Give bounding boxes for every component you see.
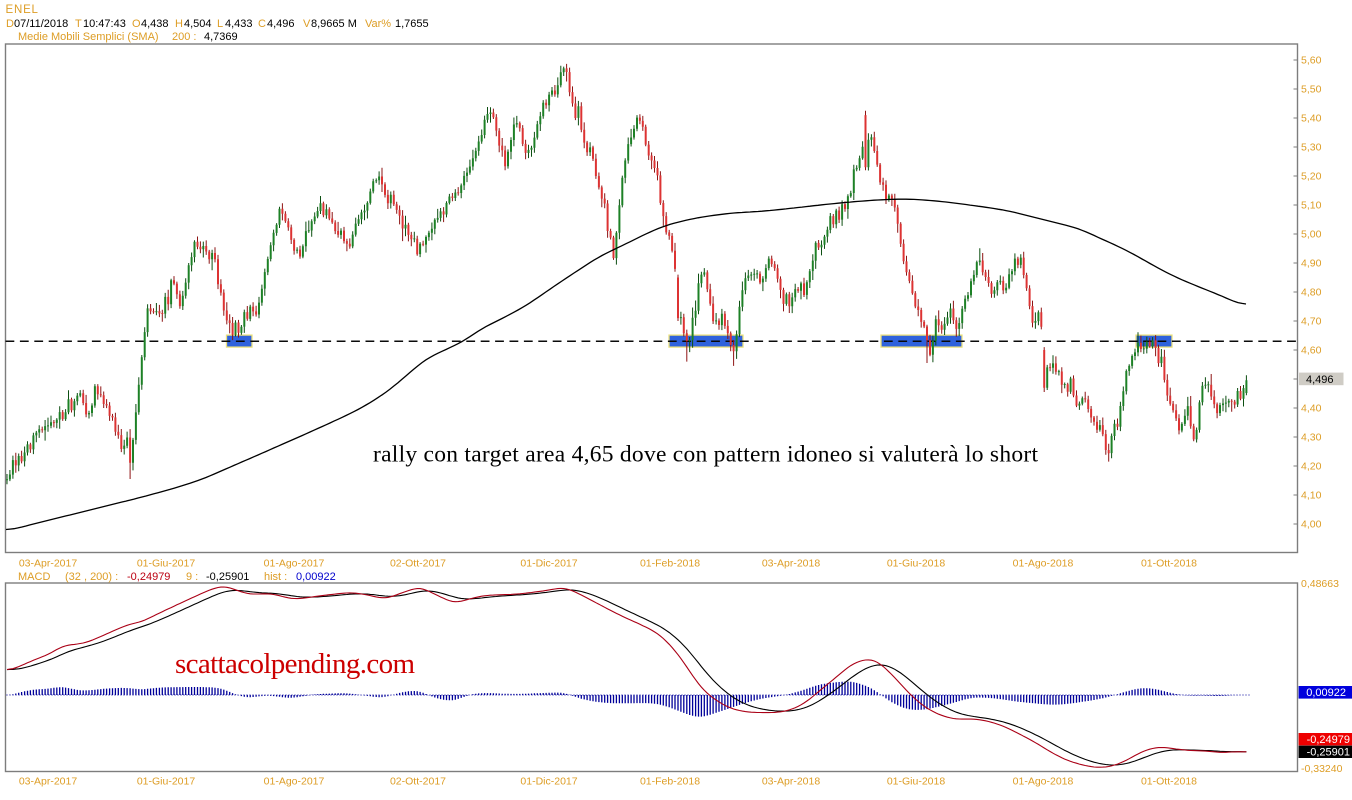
svg-text:01-Feb-2018: 01-Feb-2018 — [640, 776, 700, 788]
svg-text:4,496: 4,496 — [1306, 374, 1334, 386]
svg-text:8,9665 M: 8,9665 M — [311, 18, 357, 30]
svg-text:4,10: 4,10 — [1301, 490, 1322, 502]
svg-text:-0,33240: -0,33240 — [1301, 763, 1343, 775]
svg-text:5,60: 5,60 — [1301, 55, 1322, 67]
svg-text:D: D — [6, 18, 14, 30]
svg-text:ENEL: ENEL — [6, 4, 39, 16]
svg-text:01-Feb-2018: 01-Feb-2018 — [640, 558, 700, 570]
svg-text:4,7369: 4,7369 — [204, 31, 238, 43]
svg-text:07/11/2018: 07/11/2018 — [14, 18, 68, 30]
svg-text:4,433: 4,433 — [225, 18, 253, 30]
svg-text:4,40: 4,40 — [1301, 403, 1322, 415]
svg-text:01-Ago-2018: 01-Ago-2018 — [1013, 558, 1074, 570]
svg-text:4,438: 4,438 — [141, 18, 169, 30]
svg-text:0,00922: 0,00922 — [1306, 687, 1346, 699]
svg-text:5,50: 5,50 — [1301, 84, 1322, 96]
svg-text:01-Ago-2017: 01-Ago-2017 — [264, 558, 325, 570]
svg-text:10:47:43: 10:47:43 — [83, 18, 126, 30]
svg-text:4,30: 4,30 — [1301, 432, 1322, 444]
svg-text:MACD: MACD — [18, 571, 50, 583]
svg-text:4,90: 4,90 — [1301, 258, 1322, 270]
svg-text:01-Giu-2018: 01-Giu-2018 — [887, 776, 946, 788]
svg-text:5,40: 5,40 — [1301, 113, 1322, 125]
svg-text:V: V — [303, 18, 311, 30]
svg-text:4,70: 4,70 — [1301, 316, 1322, 328]
svg-text:01-Ago-2017: 01-Ago-2017 — [264, 776, 325, 788]
svg-text:-0,25901: -0,25901 — [1307, 747, 1350, 759]
svg-text:01-Giu-2017: 01-Giu-2017 — [137, 558, 196, 570]
svg-text:01-Ago-2018: 01-Ago-2018 — [1013, 776, 1074, 788]
svg-text:4,20: 4,20 — [1301, 461, 1322, 473]
svg-text:O: O — [132, 18, 141, 30]
svg-text:(32 , 200) :: (32 , 200) : — [65, 571, 118, 583]
svg-text:4,60: 4,60 — [1301, 345, 1322, 357]
svg-text:9 :: 9 : — [186, 571, 198, 583]
svg-text:hist :: hist : — [264, 571, 287, 583]
svg-text:4,504: 4,504 — [184, 18, 212, 30]
svg-text:03-Apr-2017: 03-Apr-2017 — [19, 558, 78, 570]
svg-text:Medie Mobili Semplici (SMA): Medie Mobili Semplici (SMA) — [18, 31, 159, 43]
svg-text:0,00922: 0,00922 — [296, 571, 336, 583]
svg-text:4,496: 4,496 — [267, 18, 295, 30]
svg-text:4,00: 4,00 — [1301, 519, 1322, 531]
svg-text:1,7655: 1,7655 — [395, 18, 429, 30]
svg-text:4,80: 4,80 — [1301, 287, 1322, 299]
svg-text:scattacolpending.com: scattacolpending.com — [175, 648, 415, 680]
svg-text:5,00: 5,00 — [1301, 229, 1322, 241]
svg-text:rally con target area 4,65 dov: rally con target area 4,65 dove con patt… — [373, 442, 1038, 468]
svg-text:03-Apr-2018: 03-Apr-2018 — [762, 776, 821, 788]
svg-text:-0,25901: -0,25901 — [206, 571, 249, 583]
svg-text:5,20: 5,20 — [1301, 171, 1322, 183]
svg-text:5,10: 5,10 — [1301, 200, 1322, 212]
svg-text:01-Ott-2018: 01-Ott-2018 — [1141, 558, 1197, 570]
svg-text:03-Apr-2018: 03-Apr-2018 — [762, 558, 821, 570]
svg-text:03-Apr-2017: 03-Apr-2017 — [19, 776, 78, 788]
svg-text:-0,24979: -0,24979 — [127, 571, 170, 583]
svg-text:Var%: Var% — [365, 18, 391, 30]
svg-text:01-Dic-2017: 01-Dic-2017 — [520, 558, 577, 570]
svg-text:-0,24979: -0,24979 — [1307, 734, 1350, 746]
svg-text:5,30: 5,30 — [1301, 142, 1322, 154]
svg-text:C: C — [258, 18, 266, 30]
svg-text:200 :: 200 : — [172, 31, 196, 43]
svg-text:01-Dic-2017: 01-Dic-2017 — [520, 776, 577, 788]
svg-text:L: L — [217, 18, 223, 30]
svg-text:02-Ott-2017: 02-Ott-2017 — [390, 558, 446, 570]
svg-text:01-Giu-2017: 01-Giu-2017 — [137, 776, 196, 788]
svg-text:H: H — [175, 18, 183, 30]
svg-text:02-Ott-2017: 02-Ott-2017 — [390, 776, 446, 788]
svg-text:0,48663: 0,48663 — [1301, 578, 1339, 590]
svg-text:01-Ott-2018: 01-Ott-2018 — [1141, 776, 1197, 788]
svg-text:T: T — [75, 18, 82, 30]
svg-text:01-Giu-2018: 01-Giu-2018 — [887, 558, 946, 570]
